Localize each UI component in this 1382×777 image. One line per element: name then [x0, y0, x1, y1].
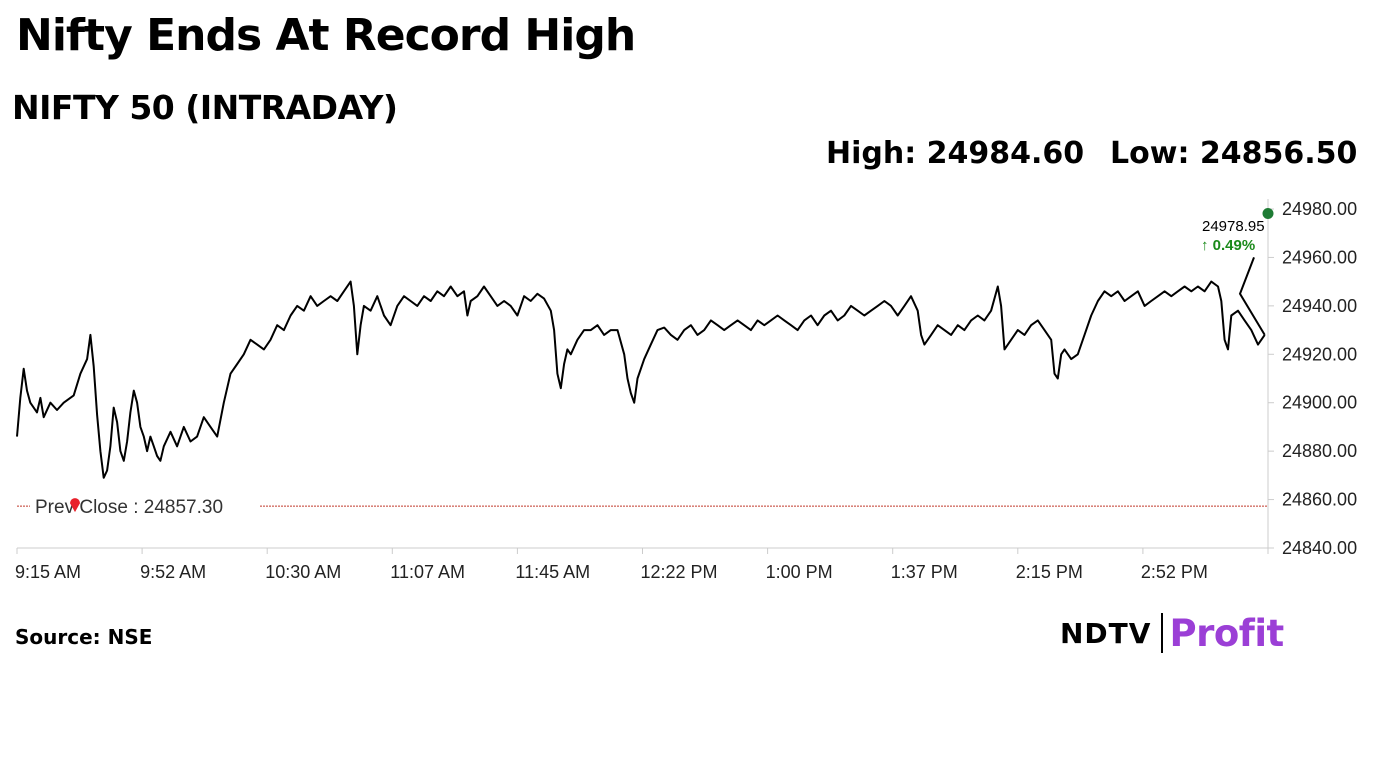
- y-tick-label: 24900.00: [1282, 393, 1357, 413]
- x-tick-label: 12:22 PM: [641, 562, 718, 582]
- logo-profit-text: Profit: [1169, 611, 1284, 655]
- prev-close-marker: [70, 498, 80, 513]
- y-tick-label: 24940.00: [1282, 296, 1357, 316]
- y-tick-label: 24920.00: [1282, 344, 1357, 364]
- x-tick-label: 10:30 AM: [265, 562, 341, 582]
- y-tick-label: 24880.00: [1282, 441, 1357, 461]
- change-label: ↑ 0.49%: [1201, 237, 1255, 254]
- low-value: Low: 24856.50: [1110, 136, 1358, 171]
- x-tick-label: 9:52 AM: [140, 562, 206, 582]
- source-note: Source: NSE: [15, 625, 153, 649]
- ndtv-profit-logo: NDTV Profit: [1060, 608, 1284, 658]
- logo-divider: [1161, 613, 1164, 653]
- nifty-price-line: [16, 280, 1266, 479]
- prev-close-label: Prev Close : 24857.30: [35, 497, 223, 518]
- x-tick-label: 1:00 PM: [766, 562, 833, 582]
- nifty-price-line-tail: [1238, 257, 1266, 336]
- logo-ndtv-text: NDTV: [1060, 616, 1152, 650]
- chart-subtitle: NIFTY 50 (INTRADAY): [12, 88, 398, 127]
- x-tick-label: 1:37 PM: [891, 562, 958, 582]
- last-value-label: 24978.95: [1202, 218, 1265, 235]
- high-value: High: 24984.60: [826, 136, 1085, 171]
- x-tick-label: 2:15 PM: [1016, 562, 1083, 582]
- x-tick-label: 11:45 AM: [515, 562, 590, 582]
- x-tick-label: 2:52 PM: [1141, 562, 1208, 582]
- y-tick-label: 24860.00: [1282, 490, 1357, 510]
- x-tick-label: 11:07 AM: [390, 562, 465, 582]
- intraday-chart: 24840.00 24860.00 24880.00 24900.00 24920.00…: [15, 199, 1357, 582]
- y-tick-label: 24980.00: [1282, 199, 1357, 219]
- x-tick-label: 9:15 AM: [15, 562, 81, 582]
- prev-close-label-bg: [30, 492, 260, 519]
- chart-title: Nifty Ends At Record High: [16, 10, 636, 61]
- last-value-dot: [1262, 208, 1274, 220]
- y-tick-label: 24840.00: [1282, 538, 1357, 558]
- y-tick-label: 24960.00: [1282, 247, 1357, 267]
